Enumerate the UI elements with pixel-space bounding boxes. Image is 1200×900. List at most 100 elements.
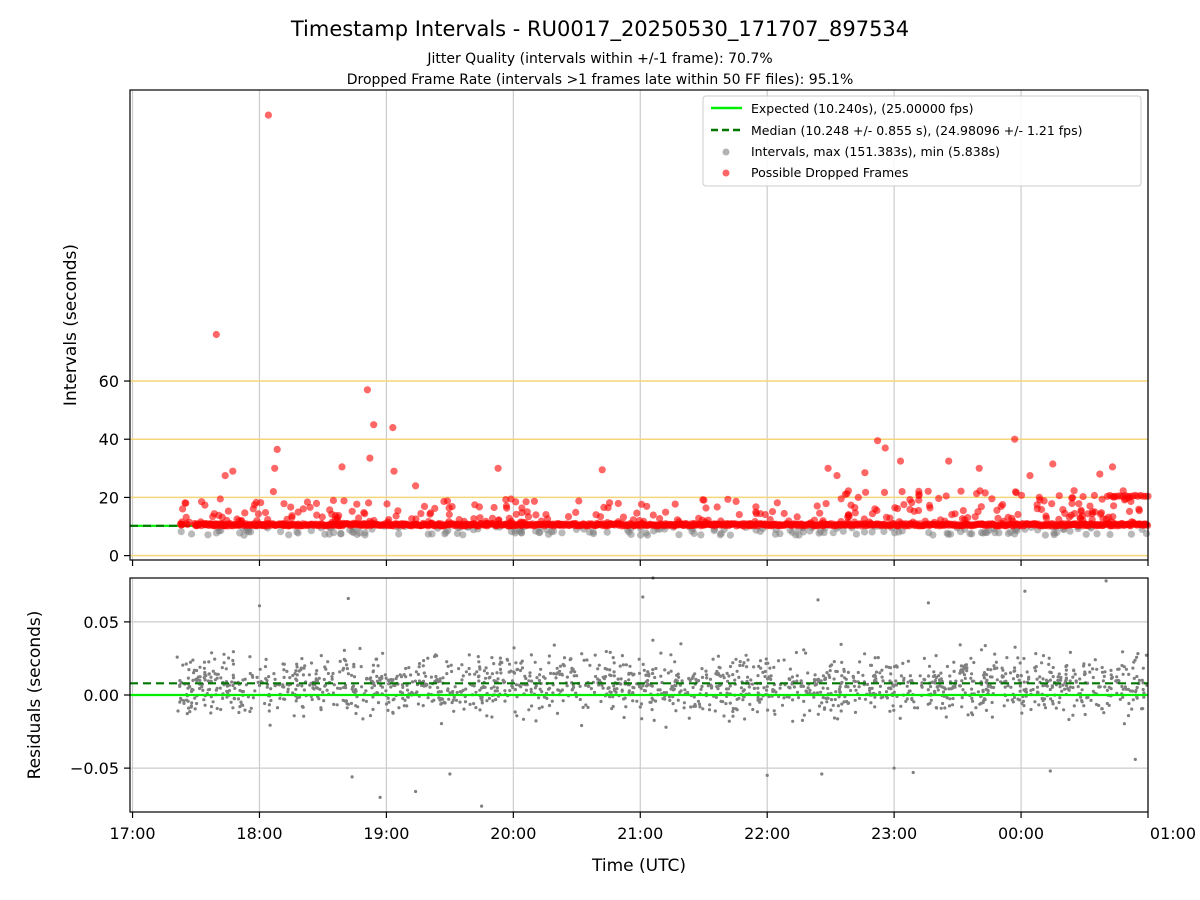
residual-point (664, 725, 668, 729)
residual-point (310, 697, 314, 702)
residual-point (951, 696, 955, 701)
residual-point (1141, 666, 1145, 670)
residual-point (295, 665, 299, 669)
residual-point (507, 670, 511, 674)
residual-point (338, 686, 342, 691)
residual-point (763, 674, 767, 679)
interval-point (726, 531, 735, 539)
residual-point (898, 716, 902, 721)
residual-point (939, 671, 943, 675)
residual-point (368, 677, 372, 681)
residual-point (840, 674, 844, 678)
dropped-frame-point (614, 499, 622, 508)
residual-point (295, 673, 299, 677)
dropped-frame-point (261, 508, 270, 517)
residual-point (933, 678, 938, 683)
dropped-frame-point (224, 507, 232, 515)
residual-point (708, 703, 712, 707)
interval-point (348, 528, 356, 536)
residual-point (345, 706, 349, 710)
residual-point (950, 686, 955, 690)
residual-point (799, 684, 803, 689)
residual-point (202, 666, 206, 670)
residual-point (352, 665, 356, 669)
residual-point (656, 688, 660, 692)
residual-point (501, 678, 505, 682)
residual-point (319, 708, 323, 712)
residual-point (853, 710, 858, 715)
dropped-frame-point (709, 521, 717, 529)
residual-point (1124, 687, 1128, 691)
residual-point (1135, 674, 1139, 679)
residual-point (1006, 698, 1010, 702)
residual-point (231, 683, 235, 688)
dropped-frame-point (735, 510, 743, 519)
residual-point (746, 658, 750, 662)
residual-point (401, 685, 405, 690)
residual-point (706, 684, 710, 688)
residual-point (404, 666, 408, 671)
residual-point (933, 681, 937, 685)
residual-point (391, 678, 395, 682)
residual-point (414, 670, 418, 674)
residual-point (189, 705, 193, 709)
residual-point (350, 775, 354, 779)
residual-point (606, 686, 610, 691)
residual-point (552, 672, 556, 676)
dropped-frame-point (649, 511, 657, 519)
residual-point (699, 687, 703, 692)
residual-point (603, 666, 607, 671)
residual-point (1041, 684, 1045, 688)
residual-point (912, 700, 916, 704)
residual-point (359, 665, 363, 669)
residual-point (718, 666, 722, 670)
residual-point (642, 668, 646, 672)
residual-point (485, 699, 489, 703)
residual-point (856, 670, 860, 675)
residual-point (572, 674, 576, 678)
residual-point (341, 668, 345, 672)
chart-title: Timestamp Intervals - RU0017_20250530_17… (290, 17, 909, 42)
residual-point (615, 687, 619, 691)
legend-intervals-label: Intervals, max (151.383s), min (5.838s) (751, 144, 1000, 159)
residual-point (733, 678, 737, 682)
residual-point (888, 666, 893, 670)
residual-point (1048, 769, 1052, 773)
residual-point (762, 686, 766, 690)
residual-point (756, 686, 760, 690)
residual-point (680, 679, 684, 683)
residual-point (982, 671, 987, 675)
residual-point (458, 700, 462, 704)
dropped-frame-point (1011, 435, 1019, 443)
residual-point (1083, 712, 1087, 717)
residual-point (503, 699, 507, 703)
residual-point (659, 651, 663, 655)
residual-point (1079, 695, 1083, 699)
residual-point (651, 668, 655, 672)
residual-point (993, 652, 997, 656)
residual-point (493, 689, 497, 693)
residual-point (920, 683, 924, 688)
residual-point (974, 706, 978, 710)
residual-point (700, 667, 704, 671)
residual-point (724, 687, 729, 691)
residual-point (1051, 665, 1055, 670)
residual-point (296, 683, 300, 688)
residual-point (714, 695, 719, 700)
residual-point (1105, 701, 1109, 706)
residual-point (943, 706, 947, 710)
residual-point (256, 680, 260, 685)
residual-point (815, 691, 820, 695)
interval-point (188, 530, 196, 538)
residual-point (691, 674, 695, 678)
dropped-frame-point (861, 469, 869, 477)
residual-point (766, 708, 770, 712)
residual-point (302, 714, 306, 718)
top-y-tick-label: 60 (99, 372, 119, 391)
residual-point (966, 713, 970, 717)
residual-point (1006, 684, 1010, 688)
residual-point (1011, 677, 1016, 681)
dropped-frame-point (512, 510, 520, 518)
residual-point (840, 702, 844, 706)
dropped-frame-point (886, 514, 894, 522)
